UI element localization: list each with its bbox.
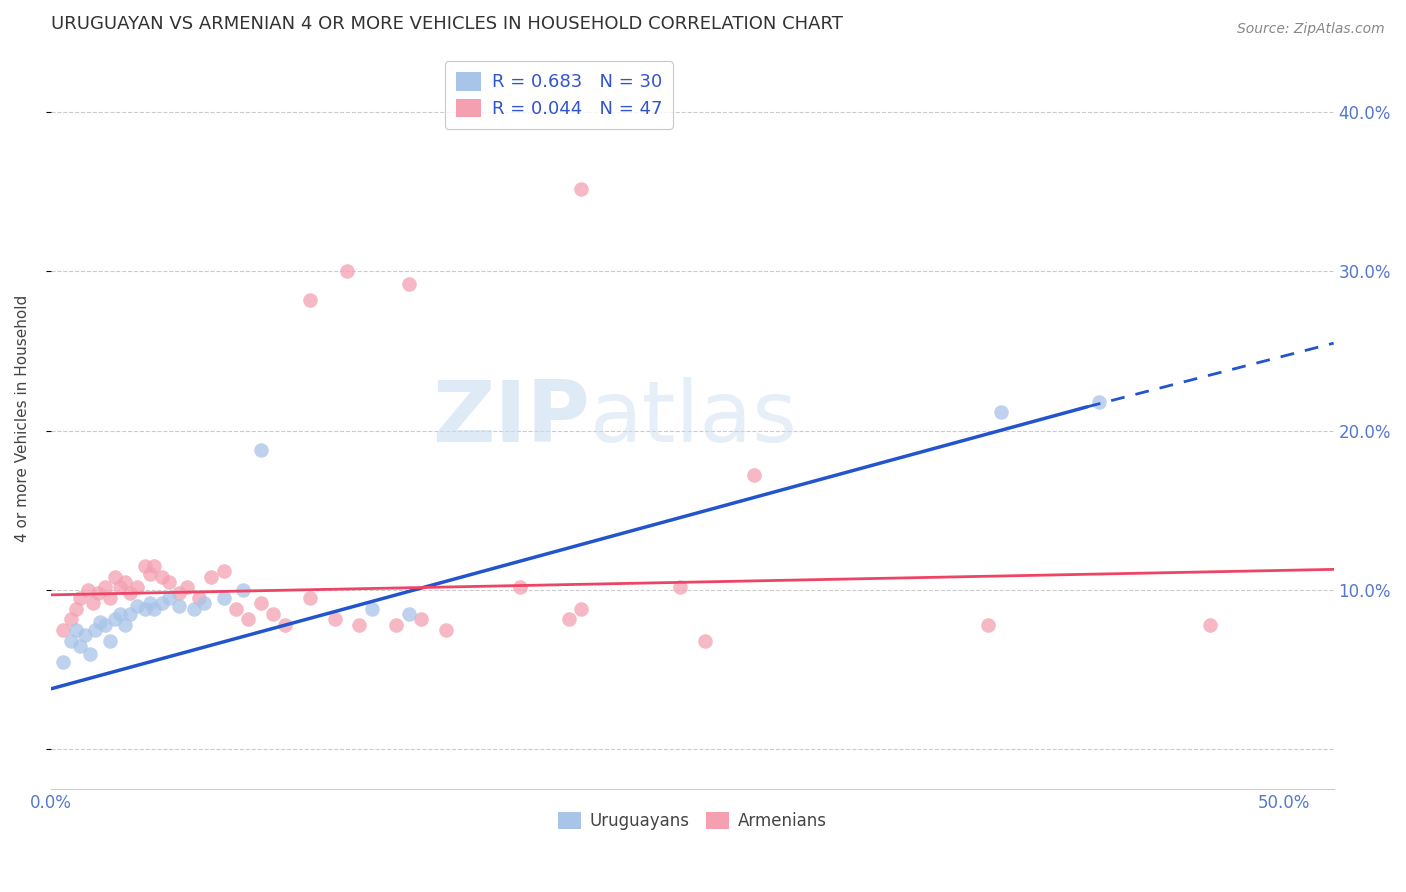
Point [134, 559, 156, 574]
Point [138, 596, 160, 610]
Point [143, 559, 166, 574]
Point [249, 596, 271, 610]
Point [127, 580, 149, 594]
Point [262, 607, 284, 621]
Point [69, 639, 91, 653]
Point [157, 575, 180, 590]
Point [94, 580, 117, 594]
Point [193, 596, 215, 610]
Point [94, 618, 117, 632]
Point [977, 618, 1000, 632]
Point [69, 591, 91, 605]
Point [79, 647, 101, 661]
Point [558, 612, 581, 626]
Point [434, 623, 457, 637]
Point [336, 264, 359, 278]
Point [187, 591, 209, 605]
Point [98, 634, 121, 648]
Point [118, 586, 141, 600]
Point [232, 583, 254, 598]
Point [347, 618, 370, 632]
Point [569, 181, 592, 195]
Point [1088, 395, 1111, 409]
Point [114, 575, 136, 590]
Point [742, 468, 765, 483]
Point [298, 591, 321, 605]
Point [200, 570, 222, 584]
Text: Source: ZipAtlas.com: Source: ZipAtlas.com [1237, 22, 1385, 37]
Point [104, 612, 127, 626]
Point [59, 634, 82, 648]
Point [167, 599, 190, 613]
Point [114, 618, 136, 632]
Point [75, 628, 97, 642]
Point [98, 591, 121, 605]
Point [509, 580, 531, 594]
Point [59, 612, 82, 626]
Point [52, 655, 75, 669]
Point [84, 623, 107, 637]
Point [52, 623, 75, 637]
Point [398, 277, 420, 292]
Point [104, 570, 127, 584]
Point [249, 442, 271, 457]
Point [183, 602, 205, 616]
Point [212, 564, 235, 578]
Point [323, 612, 346, 626]
Point [65, 602, 87, 616]
Point [176, 580, 198, 594]
Point [360, 602, 382, 616]
Point [990, 405, 1012, 419]
Point [108, 607, 131, 621]
Y-axis label: 4 or more Vehicles in Household: 4 or more Vehicles in Household [15, 295, 30, 542]
Point [118, 607, 141, 621]
Text: ZIP: ZIP [432, 377, 589, 460]
Point [134, 602, 156, 616]
Point [150, 596, 173, 610]
Point [669, 580, 692, 594]
Point [298, 293, 321, 307]
Point [65, 623, 87, 637]
Text: atlas: atlas [589, 377, 797, 460]
Point [569, 602, 592, 616]
Point [1199, 618, 1222, 632]
Point [398, 607, 420, 621]
Point [86, 586, 108, 600]
Point [385, 618, 408, 632]
Point [212, 591, 235, 605]
Legend: Uruguayans, Armenians: Uruguayans, Armenians [551, 805, 834, 837]
Point [238, 612, 260, 626]
Point [138, 567, 160, 582]
Point [157, 591, 180, 605]
Point [76, 583, 98, 598]
Point [693, 634, 716, 648]
Point [89, 615, 111, 629]
Point [143, 602, 166, 616]
Point [150, 570, 173, 584]
Text: URUGUAYAN VS ARMENIAN 4 OR MORE VEHICLES IN HOUSEHOLD CORRELATION CHART: URUGUAYAN VS ARMENIAN 4 OR MORE VEHICLES… [51, 15, 842, 33]
Point [82, 596, 104, 610]
Point [225, 602, 247, 616]
Point [127, 599, 149, 613]
Point [274, 618, 297, 632]
Point [409, 612, 432, 626]
Point [108, 580, 131, 594]
Point [167, 586, 190, 600]
